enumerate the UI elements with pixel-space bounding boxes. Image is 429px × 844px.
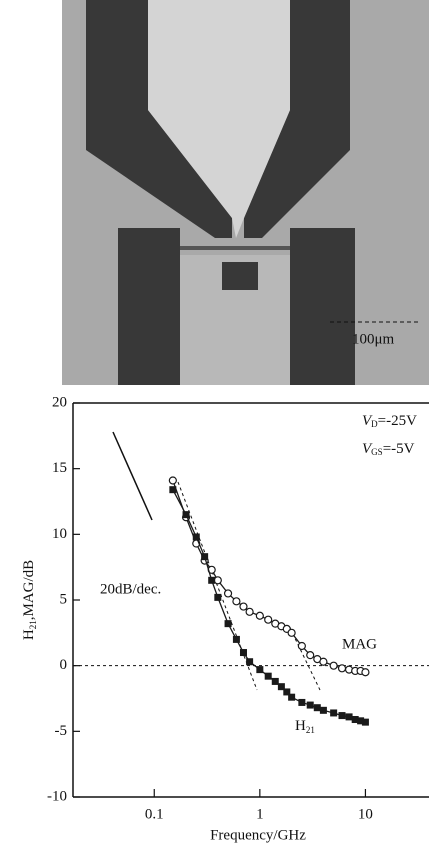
y-axis-label: H21,MAG/dB <box>21 560 38 640</box>
marker <box>208 577 215 584</box>
y-tick-label: 10 <box>52 526 67 542</box>
x-tick-label: 0.1 <box>145 806 164 822</box>
y-label-base: H <box>21 629 37 640</box>
drain-block <box>222 262 258 290</box>
series-line <box>173 480 366 672</box>
marker <box>362 669 369 676</box>
x-tick-label: 1 <box>256 806 264 822</box>
plot: 20dB/dec. VD=-25V VGS=-5V MAG H21 Freque… <box>21 394 429 843</box>
marker <box>246 608 253 615</box>
bias-label: VGS=-5V <box>362 441 415 457</box>
series-line <box>173 490 366 722</box>
y-tick-label: 15 <box>52 460 67 476</box>
y-tick-label: 0 <box>60 657 68 673</box>
marker <box>272 678 279 685</box>
left-pad <box>118 228 180 385</box>
x-tick-label: 10 <box>358 806 373 822</box>
marker <box>233 598 240 605</box>
h21-fit-line <box>178 482 257 690</box>
marker <box>362 719 369 726</box>
marker <box>201 553 208 560</box>
marker <box>288 694 295 701</box>
bias-label: VD=-25V <box>362 413 417 429</box>
right-pad <box>290 228 355 385</box>
marker <box>225 590 232 597</box>
marker <box>339 665 346 672</box>
series-label: H21 <box>295 718 315 735</box>
marker <box>307 702 314 709</box>
marker <box>320 658 327 665</box>
series-label-subscript: 21 <box>306 725 315 735</box>
gate-finger <box>180 246 290 250</box>
y-label-subscript: 21 <box>28 620 38 629</box>
figure: 100μm 20dB/dec. VD=-25V VGS=-5V MAG H21 … <box>0 0 429 844</box>
marker <box>193 533 200 540</box>
marker <box>214 577 221 584</box>
marker <box>265 673 272 680</box>
scale-label: 100μm <box>352 331 395 347</box>
marker <box>298 642 305 649</box>
marker <box>307 652 314 659</box>
y-tick-label: 20 <box>52 394 67 410</box>
x-axis-label: Frequency/GHz <box>210 827 306 843</box>
marker <box>320 707 327 714</box>
marker <box>339 712 346 719</box>
bias-value: =-25V <box>378 413 417 429</box>
marker <box>265 616 272 623</box>
marker <box>225 620 232 627</box>
marker <box>288 629 295 636</box>
marker <box>314 704 321 711</box>
marker <box>169 477 176 484</box>
marker <box>240 649 247 656</box>
marker <box>214 594 221 601</box>
marker <box>330 662 337 669</box>
bias-subscript: GS <box>371 447 383 457</box>
marker <box>183 511 190 518</box>
bias-value: =-5V <box>383 441 415 457</box>
marker <box>346 713 353 720</box>
marker <box>246 658 253 665</box>
y-tick-label: -5 <box>55 723 68 739</box>
slope-label: 20dB/dec. <box>100 581 161 597</box>
marker <box>169 486 176 493</box>
micrograph: 100μm <box>62 0 429 385</box>
marker <box>330 709 337 716</box>
series-label-base: H <box>295 718 306 734</box>
series-label: MAG <box>342 636 377 652</box>
y-tick-label: -10 <box>47 788 67 804</box>
marker <box>298 699 305 706</box>
marker <box>256 666 263 673</box>
page: 100μm 20dB/dec. VD=-25V VGS=-5V MAG H21 … <box>0 0 429 844</box>
y-tick-label: 5 <box>60 591 68 607</box>
marker <box>256 612 263 619</box>
marker <box>233 636 240 643</box>
y-label-rest: ,MAG/dB <box>21 560 37 620</box>
slope-line <box>113 432 152 520</box>
marker <box>240 603 247 610</box>
